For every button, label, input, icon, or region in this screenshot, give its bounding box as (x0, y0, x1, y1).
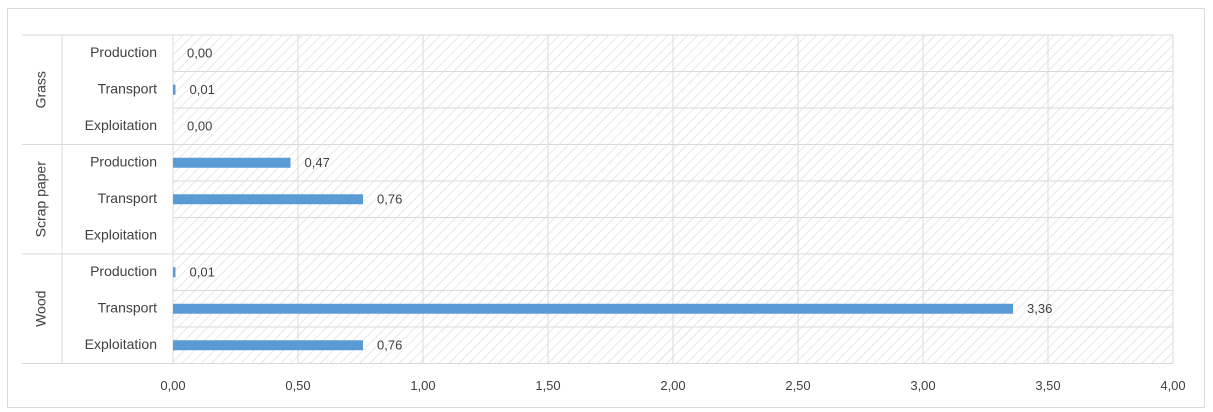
data-label: 0,00 (187, 46, 212, 61)
bar (173, 84, 176, 95)
category-label: Exploitation (85, 117, 157, 133)
bar (173, 340, 363, 351)
data-label: 0,00 (187, 119, 212, 134)
data-label: 0,01 (190, 82, 215, 97)
data-label: 0,76 (377, 338, 402, 353)
bar (173, 303, 1013, 314)
category-label: Production (90, 263, 157, 279)
bar (173, 157, 291, 168)
category-label: Transport (98, 190, 158, 206)
x-tick-label: 0,50 (285, 378, 310, 393)
x-tick-label: 2,50 (785, 378, 810, 393)
data-label: 0,01 (190, 265, 215, 280)
x-tick-label: 3,50 (1035, 378, 1060, 393)
x-tick-label: 0,00 (160, 378, 185, 393)
x-tick-label: 1,50 (535, 378, 560, 393)
data-label: 3,36 (1027, 301, 1052, 316)
bars: 0,00 0,01 0,00 0,47 0,76 0,01 3,36 0,76 (173, 46, 1052, 353)
data-label: 0,47 (305, 155, 330, 170)
bar (173, 194, 363, 205)
category-label: Production (90, 153, 157, 169)
category-label: Exploitation (85, 226, 157, 242)
category-label: Transport (98, 80, 158, 96)
axes: Grass Production Transport Exploitation Scra… (22, 34, 1186, 393)
category-label: Exploitation (85, 336, 157, 352)
category-label: Production (90, 44, 157, 60)
group-label: Grass (33, 71, 49, 108)
x-tick-label: 4,00 (1160, 378, 1185, 393)
category-label: Transport (98, 299, 158, 315)
group-label: Scrap paper (33, 161, 49, 238)
x-tick-label: 2,00 (660, 378, 685, 393)
group-label: Wood (33, 291, 49, 327)
bar (173, 267, 176, 278)
data-label: 0,76 (377, 192, 402, 207)
x-tick-label: 3,00 (910, 378, 935, 393)
x-tick-label: 1,00 (410, 378, 435, 393)
